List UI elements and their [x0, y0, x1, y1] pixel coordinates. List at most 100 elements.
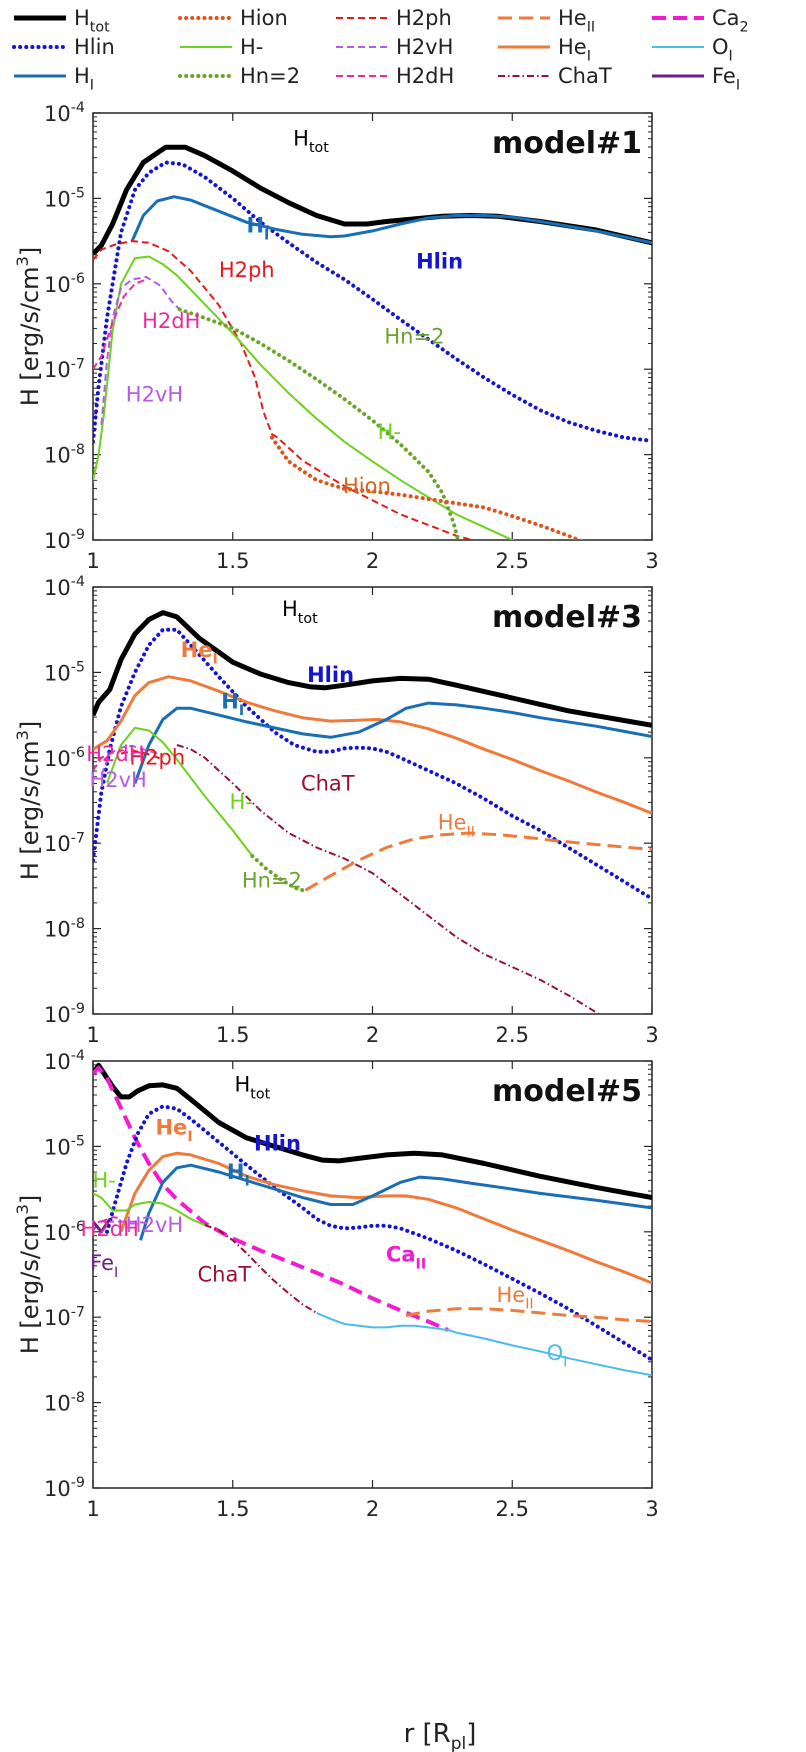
x-tick-label: 1.5: [216, 1497, 249, 1521]
y-tick-label: 10-4: [44, 100, 85, 126]
legend-label: FeI: [712, 64, 740, 94]
series-annotation: H2ph: [219, 258, 275, 282]
legend-entry: ChaT: [498, 64, 612, 88]
legend-entry: OI: [652, 35, 733, 65]
y-tick-label: 10-6: [44, 271, 85, 297]
y-tick-label: 10-4: [44, 1048, 85, 1074]
series-annotation: HeII: [496, 1283, 533, 1313]
series-annotation: Hlin: [416, 249, 463, 273]
series-annotation: H-: [229, 790, 252, 814]
series-annotation: H2dH: [86, 742, 144, 766]
x-tick-label: 3: [645, 1497, 658, 1521]
legend-label: Hlin: [74, 35, 115, 59]
y-tick-label: 10-5: [44, 186, 85, 212]
series-line-hi: [139, 1163, 652, 1241]
x-tick-label: 2.5: [496, 1023, 529, 1047]
legend-entry: H2vH: [336, 35, 453, 59]
series-line-hlin: [93, 627, 652, 901]
legend-label: Hion: [240, 6, 288, 30]
x-tick-label: 2: [366, 1497, 379, 1521]
series-annotation: HI: [221, 689, 244, 719]
x-tick-label: 3: [645, 1023, 658, 1047]
series-line-hn-2: [250, 854, 305, 893]
legend-label: Htot: [74, 6, 110, 36]
series-annotation: HI: [227, 1160, 250, 1190]
series-line-hei: [93, 675, 652, 815]
x-tick-label: 2: [366, 1023, 379, 1047]
panel-title: model#5: [492, 1074, 642, 1109]
series-annotation: ChaT: [198, 1262, 252, 1286]
series-line-h2ph: [120, 750, 164, 761]
y-tick-label: 10-7: [44, 1304, 85, 1330]
series-line-h2dh: [93, 278, 147, 370]
series-line-oi: [316, 1311, 652, 1377]
legend-entry: HI: [14, 64, 94, 94]
x-tick-label: 1: [86, 549, 99, 573]
legend-entry: FeI: [652, 64, 740, 94]
legend-entry: Hlin: [12, 35, 115, 59]
panel-model-5: 10-9 10-8 10-7 10-6 10-5 10-4 1 1.5 2 2.5 3 H [erg/…: [13, 1048, 659, 1521]
x-tick-label: 1.5: [216, 1023, 249, 1047]
legend-entry: Hion: [178, 6, 288, 30]
y-tick-label: 10-5: [44, 660, 85, 686]
legend-entry: H2ph: [336, 6, 452, 30]
legend-label: Ca2: [712, 6, 749, 36]
y-tick-label: 10-6: [44, 745, 85, 771]
series-line-fei: [93, 1218, 112, 1234]
series-annotation: Htot: [293, 126, 329, 156]
y-tick-label: 10-4: [44, 574, 85, 600]
x-tick-label: 1: [86, 1023, 99, 1047]
legend-label: HeI: [558, 35, 591, 65]
legend-label: H-: [240, 35, 263, 59]
series-line-chat: [176, 744, 601, 1014]
series-line-htot: [93, 610, 652, 728]
series-annotation: H2ph: [129, 746, 185, 770]
panel-model-3: 10-9 10-8 10-7 10-6 10-5 10-4 1 1.5 2 2.5 3 H [erg/…: [13, 574, 659, 1047]
legend-label: HeII: [558, 6, 595, 36]
series-annotation: Hn=2: [242, 869, 302, 893]
series-annotation: OI: [547, 1341, 568, 1371]
series-annotation: Htot: [282, 597, 318, 627]
plot-area: [92, 112, 653, 541]
series-line-h2vh: [100, 744, 158, 776]
series-annotation: HeI: [181, 638, 218, 668]
y-tick-label: 10-8: [44, 916, 85, 942]
series-line-htot: [93, 1062, 652, 1201]
series-line-hn-2: [177, 307, 461, 540]
series-annotation: Htot: [234, 1073, 270, 1103]
x-tick-label: 2.5: [496, 1497, 529, 1521]
series-line-h-: [106, 726, 254, 857]
panel-model-1: 10-9 10-8 10-7 10-6 10-5 10-4 1 1.5 2 2.5 3 H [erg/…: [13, 100, 659, 573]
y-tick-label: 10-9: [44, 527, 85, 553]
series-annotation: Hion: [343, 474, 391, 498]
series-annotation: Hlin: [254, 1132, 301, 1156]
x-axis-label: r [Rpl]: [404, 1719, 477, 1752]
x-tick-label: 1.5: [216, 549, 249, 573]
legend-entry: Hn=2: [178, 64, 300, 88]
series-annotation: Hlin: [307, 663, 354, 687]
series-line-hlin: [93, 160, 652, 444]
y-tick-label: 10-7: [44, 830, 85, 856]
series-line-hei: [119, 1151, 652, 1285]
series-annotation: CaII: [386, 1243, 426, 1273]
series-annotation: H2vH: [89, 768, 146, 792]
series-annotation: H2vH: [126, 383, 183, 407]
panel-title: model#1: [492, 126, 642, 161]
x-tick-label: 3: [645, 549, 658, 573]
legend-label: Hn=2: [240, 64, 300, 88]
legend-entry: HeII: [498, 6, 595, 36]
series-annotation: H2dH: [81, 1217, 139, 1241]
legend-label: OI: [712, 35, 733, 65]
legend: Htot Hion H2ph HeII Ca2 Hlin H- H2vH HeI OI HI Hn=2…: [12, 6, 749, 94]
y-axis-label: H [erg/s/cm3]: [13, 1195, 44, 1355]
series-line-hi: [130, 195, 652, 245]
legend-label: HI: [74, 64, 94, 94]
series-line-hlin: [105, 1104, 652, 1362]
series-annotation: Hn=2: [384, 325, 444, 349]
series-annotation: H2vH: [126, 1213, 183, 1237]
x-tick-label: 2: [366, 549, 379, 573]
y-tick-label: 10-9: [44, 1001, 85, 1027]
series-annotation: H2dH: [142, 309, 200, 333]
plot-area: [92, 586, 653, 1015]
